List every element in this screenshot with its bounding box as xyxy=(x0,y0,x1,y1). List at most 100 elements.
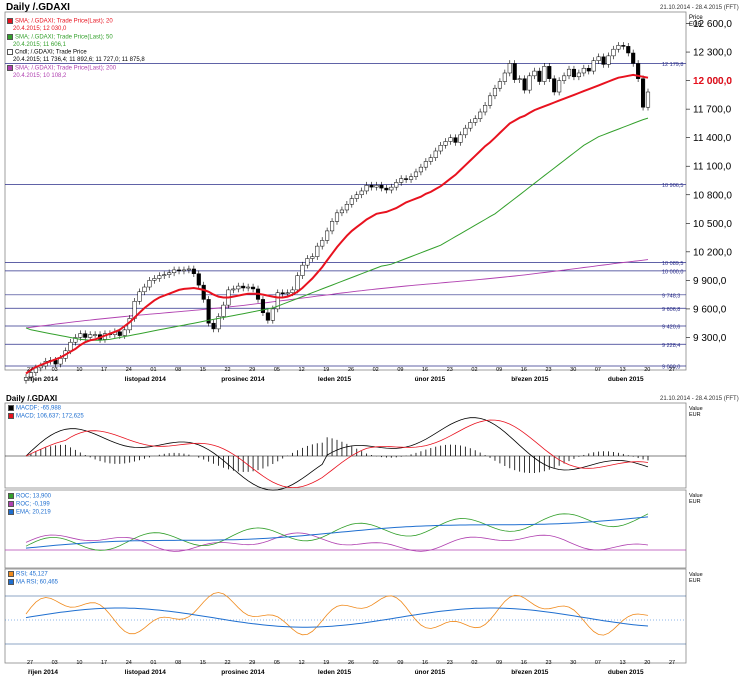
x-day-tick: 23 xyxy=(447,367,453,373)
candle-body xyxy=(137,291,142,302)
candle-body xyxy=(216,316,221,330)
y-tick-label: 12 600,0 xyxy=(693,19,732,30)
legend-sma50-value: 20.4.2015; 11 606,1 xyxy=(13,41,66,48)
rsi-axis-currency: EUR xyxy=(689,578,701,584)
candle-body xyxy=(300,264,305,276)
x-day-tick: 19 xyxy=(323,660,329,666)
legend-macd[interactable]: MACD; 106,637; 172,625 xyxy=(8,413,84,421)
candle-body xyxy=(438,145,443,152)
x-day-tick: 09 xyxy=(397,660,403,666)
x-month-label: únor 2015 xyxy=(415,669,446,676)
candle-body xyxy=(191,268,196,274)
candle-body xyxy=(28,372,33,378)
candle-body xyxy=(275,292,280,310)
x-day-tick: 12 xyxy=(299,660,305,666)
y-tick-label: 12 300,0 xyxy=(693,48,732,59)
y-tick-label: 11 700,0 xyxy=(693,105,732,116)
x-day-tick: 15 xyxy=(200,660,206,666)
candle-body xyxy=(68,341,73,352)
candle-body xyxy=(285,292,290,294)
y-tick-label: 9 300,0 xyxy=(693,333,727,344)
x-day-tick: 26 xyxy=(348,660,354,666)
legend-candles-value: 20.4.2015; 11 736,4; 11 892,6; 11 727,0;… xyxy=(13,57,145,64)
candle-body xyxy=(394,182,399,188)
legend-roc-green[interactable]: ROC; 13,900 xyxy=(8,493,51,501)
candle-body xyxy=(483,105,488,113)
candle-body xyxy=(23,377,29,381)
candle-body xyxy=(532,70,537,77)
x-day-tick: 01 xyxy=(150,660,156,666)
x-day-tick: 12 xyxy=(299,367,305,373)
x-day-tick: 27 xyxy=(27,367,33,373)
legend-rsi[interactable]: RSI; 45,127 xyxy=(8,571,58,579)
roc-legend: ROC; 13,900 ROC; -0,199 EMA; 20,219 xyxy=(8,493,51,517)
x-day-tick: 02 xyxy=(471,660,477,666)
x-day-tick: 02 xyxy=(373,367,379,373)
candle-body xyxy=(517,78,522,80)
candle-body xyxy=(492,87,498,97)
candle-body xyxy=(611,48,616,57)
candle-body xyxy=(408,176,414,180)
x-day-tick: 20 xyxy=(644,660,650,666)
y-tick-label: 9 600,0 xyxy=(693,304,727,315)
legend-macdf[interactable]: MACDF; -65,988 xyxy=(8,405,84,413)
x-day-tick: 09 xyxy=(496,660,502,666)
candle-body xyxy=(152,278,157,281)
candle-body xyxy=(83,333,88,338)
candle-body xyxy=(349,198,354,205)
x-day-tick: 29 xyxy=(249,660,255,666)
candle-body xyxy=(591,60,596,72)
candle-body xyxy=(428,157,433,162)
x-day-tick: 08 xyxy=(175,660,181,666)
legend-sma200-value: 20.4.2015; 10 108,2 xyxy=(13,72,67,79)
legend-ma-rsi[interactable]: MA RSI; 60,465 xyxy=(8,579,58,587)
candle-body xyxy=(196,273,201,286)
candle-body xyxy=(359,190,364,196)
currency-axis-unit: EUR xyxy=(689,22,702,28)
x-day-tick: 05 xyxy=(274,367,280,373)
x-month-label: leden 2015 xyxy=(318,376,352,383)
x-day-tick: 07 xyxy=(595,660,601,666)
h-line-label-1: 10 906,5 xyxy=(662,183,683,189)
legend-ema[interactable]: EMA; 20,219 xyxy=(8,509,51,517)
legend-sma20[interactable]: SMA; /.GDAXI; Trade Price(Last); 20 xyxy=(7,18,145,26)
legend-candles[interactable]: Cndl; /.GDAXI; Trade Price xyxy=(7,49,145,57)
candle-body xyxy=(443,141,448,146)
candle-body xyxy=(315,245,320,257)
x-day-tick: 10 xyxy=(76,367,82,373)
candle-body xyxy=(616,45,621,50)
candle-body xyxy=(231,288,236,291)
candle-body xyxy=(423,161,428,168)
x-day-tick: 16 xyxy=(422,367,428,373)
candle-body xyxy=(354,194,359,199)
candle-body xyxy=(596,56,601,61)
candle-body xyxy=(295,275,300,291)
candle-body xyxy=(334,212,340,222)
x-month-label: únor 2015 xyxy=(415,376,446,383)
legend-sma200[interactable]: SMA; /.GDAXI; Trade Price(Last); 200 xyxy=(7,64,145,73)
candle-body xyxy=(251,286,256,290)
legend-roc-purple[interactable]: ROC; -0,199 xyxy=(8,501,51,509)
legend-swatch-candles xyxy=(7,49,13,56)
candle-body xyxy=(487,95,493,106)
x-day-tick: 26 xyxy=(348,367,354,373)
x-month-label: listopad 2014 xyxy=(125,669,167,676)
x-day-tick: 03 xyxy=(52,660,58,666)
x-day-tick: 16 xyxy=(521,367,527,373)
x-month-label: duben 2015 xyxy=(608,376,644,383)
y-tick-label: 10 500,0 xyxy=(693,219,732,230)
legend-sma50[interactable]: SMA; /.GDAXI; Trade Price(Last); 50 xyxy=(7,33,145,42)
legend-swatch-sma200 xyxy=(7,64,13,71)
x-day-tick: 13 xyxy=(620,367,626,373)
candle-body xyxy=(221,304,226,317)
candle-body xyxy=(389,186,394,191)
candle-body xyxy=(73,337,78,343)
candle-body xyxy=(369,184,374,188)
candle-body xyxy=(468,122,473,129)
candle-body xyxy=(463,127,468,136)
legend-swatch-sma50 xyxy=(7,33,13,40)
candle-body xyxy=(290,289,295,293)
candle-body xyxy=(181,269,187,272)
macd-legend: MACDF; -65,988 MACD; 106,637; 172,625 xyxy=(8,405,84,421)
